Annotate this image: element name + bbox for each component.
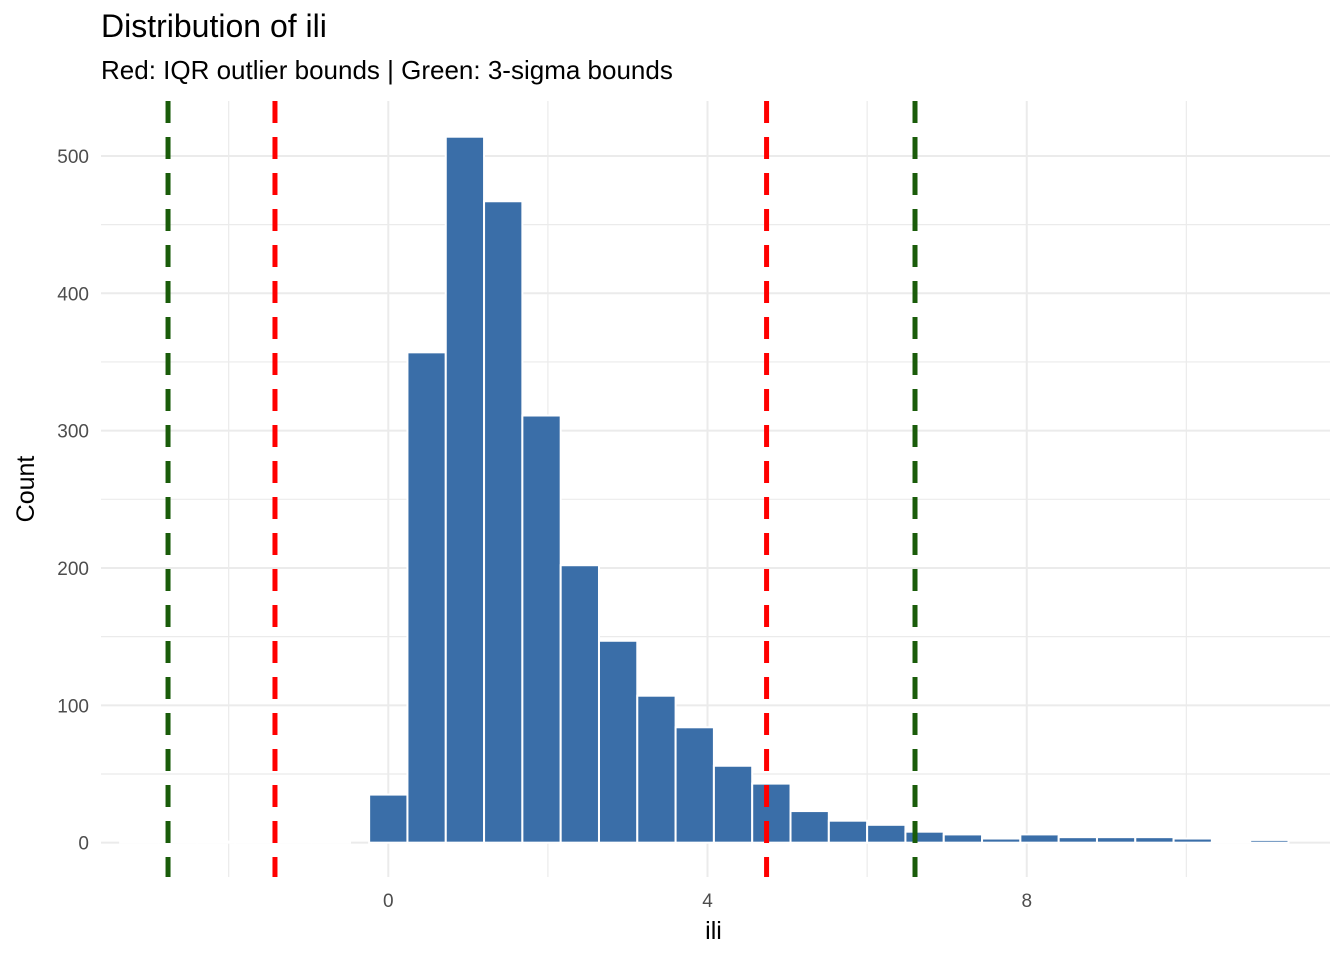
reference-lines-layer xyxy=(165,101,918,877)
histogram-bar xyxy=(674,726,715,844)
histogram-bar xyxy=(904,830,945,844)
histogram-bar xyxy=(521,414,562,844)
tick-labels-layer: 0 4 8 0 100 200 300 400 500 xyxy=(57,147,1032,912)
histogram-bar xyxy=(1095,836,1137,844)
histogram-bar xyxy=(789,810,830,844)
y-tick-label: 400 xyxy=(57,284,89,305)
x-axis-title: ili xyxy=(705,917,722,945)
histogram-bar xyxy=(942,833,984,844)
y-tick-label: 300 xyxy=(57,422,89,443)
chart-subtitle: Red: IQR outlier bounds | Green: 3-sigma… xyxy=(101,55,673,85)
histogram-bar xyxy=(483,200,524,844)
y-tick-label: 100 xyxy=(57,696,89,717)
x-tick-label: 0 xyxy=(383,891,394,912)
histogram-bar xyxy=(195,840,237,844)
histogram-bar xyxy=(406,351,447,844)
y-axis-title: Count xyxy=(12,456,40,523)
histogram-bar xyxy=(1249,838,1290,844)
histogram-bar xyxy=(636,694,677,844)
histogram-bar xyxy=(866,823,907,844)
histogram-bar xyxy=(597,639,639,844)
histogram-bar xyxy=(310,840,351,844)
y-tick-label: 200 xyxy=(57,559,89,580)
histogram-bar xyxy=(981,837,1022,844)
histogram-bar xyxy=(1210,840,1252,844)
histogram-bar xyxy=(1172,837,1213,844)
bars-layer xyxy=(119,135,1290,844)
histogram-bar xyxy=(234,840,275,844)
y-tick-label: 0 xyxy=(78,834,89,855)
grid-layer xyxy=(101,101,1330,877)
histogram-bar xyxy=(1019,833,1060,844)
histogram-bar xyxy=(751,782,792,844)
histogram-bar xyxy=(157,840,198,844)
histogram-bar xyxy=(444,135,486,844)
x-tick-label: 4 xyxy=(702,891,713,912)
histogram-bar xyxy=(119,840,160,844)
histogram-bar xyxy=(1134,836,1175,844)
histogram-bar xyxy=(827,819,869,844)
histogram-bar xyxy=(559,564,600,844)
histogram-bar xyxy=(272,840,313,844)
histogram-bar xyxy=(1057,836,1098,844)
histogram-bar xyxy=(368,793,409,844)
chart-title: Distribution of ili xyxy=(101,8,327,44)
y-tick-label: 500 xyxy=(57,147,89,168)
x-tick-label: 8 xyxy=(1021,891,1032,912)
histogram-bar xyxy=(712,764,754,844)
